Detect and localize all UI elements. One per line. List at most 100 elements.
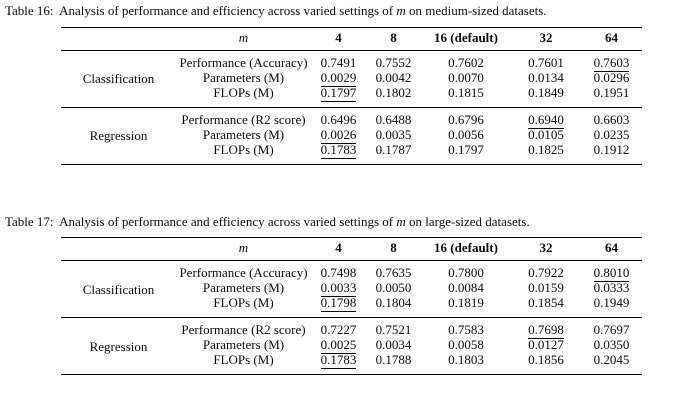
value-cell: 0.0070	[421, 70, 511, 85]
value: 0.0296	[593, 69, 630, 85]
value-cell: 0.7498	[311, 261, 366, 280]
value: 0.6496	[320, 111, 357, 127]
value-cell: 0.7521	[366, 318, 421, 337]
value-cell: 0.0235	[581, 127, 642, 142]
value-cell: 0.1949	[581, 295, 642, 318]
value: 0.1825	[528, 141, 564, 157]
value-cell: 0.1788	[366, 352, 421, 375]
value-cell: 0.7635	[366, 261, 421, 280]
table-row: FLOPs (M) 0.1783 0.1788 0.1803 0.1856 0.2045	[61, 352, 642, 375]
value-cell: 0.1803	[421, 352, 511, 375]
value-cell: 0.1856	[511, 352, 581, 375]
value: 0.7601	[528, 54, 564, 70]
group-label: Regression	[89, 338, 148, 354]
underlined-value: 0.1783	[320, 141, 357, 159]
metric-label: Performance (Accuracy)	[179, 54, 308, 70]
header-col: 4	[335, 240, 342, 255]
value-cell: 0.7698	[511, 318, 581, 339]
value: 0.1797	[448, 141, 484, 157]
value-cell: 0.0042	[366, 70, 421, 85]
value-cell: 0.1912	[581, 142, 642, 165]
metric-label: Parameters (M)	[202, 126, 285, 142]
value: 0.1819	[448, 295, 484, 310]
value: 0.2045	[593, 352, 630, 367]
metric-label: Performance (R2 score)	[181, 322, 306, 337]
group-label: Classification	[82, 281, 155, 297]
value-cell: 0.6496	[311, 107, 366, 127]
value-cell: 0.1797	[421, 142, 511, 165]
value-cell: 0.0029	[311, 69, 366, 87]
value-cell: 0.7552	[366, 50, 421, 70]
value-cell: 0.1798	[311, 295, 366, 318]
value: 0.7635	[375, 265, 412, 280]
value-cell: 0.1804	[366, 295, 421, 318]
value-cell: 0.0105	[511, 127, 581, 142]
metric-label: Performance (Accuracy)	[179, 265, 308, 280]
header-math-var-m: m	[238, 29, 249, 45]
value-cell: 0.1849	[511, 85, 581, 108]
value: 0.7922	[528, 265, 564, 280]
metric-label: Parameters (M)	[202, 337, 285, 352]
value-cell: 0.0033	[311, 280, 366, 297]
underlined-value: 0.1797	[320, 84, 357, 102]
caption-label: Table 16:	[5, 3, 54, 18]
table-caption: Table 16: Analysis of performance and ef…	[5, 3, 673, 19]
value: 0.0134	[528, 69, 564, 85]
caption-math-var-m: m	[396, 213, 406, 229]
value-cell: 0.0350	[581, 337, 642, 352]
metric-label: FLOPs (M)	[213, 295, 274, 310]
value-cell: 0.7922	[511, 261, 581, 280]
value-cell: 0.0134	[511, 70, 581, 85]
metric-label: FLOPs (M)	[213, 352, 274, 367]
value: 0.1856	[528, 352, 564, 367]
value-cell: 0.7583	[421, 318, 511, 337]
value-cell: 0.0034	[366, 337, 421, 352]
metric-label: FLOPs (M)	[213, 84, 274, 100]
table-block: Table 16: Analysis of performance and ef…	[5, 3, 673, 165]
value-cell: 0.1854	[511, 295, 581, 318]
value: 0.1951	[593, 84, 630, 100]
value-cell: 0.0025	[311, 337, 366, 354]
value: 0.7552	[375, 54, 412, 70]
value: 0.0050	[375, 280, 412, 295]
header-col: 32	[539, 240, 553, 255]
value-cell: 0.7491	[311, 50, 366, 70]
value: 0.0105	[528, 126, 564, 142]
table-row: Classification Performance (Accuracy) 0.74…	[61, 261, 642, 297]
value: 0.0127	[528, 337, 564, 352]
underlined-value: 0.1783	[320, 352, 357, 369]
underlined-value: 0.0025	[320, 337, 357, 354]
value-cell: 0.2045	[581, 352, 642, 375]
value-cell: 0.6940	[511, 107, 581, 129]
value-cell: 0.1819	[421, 295, 511, 318]
value: 0.1803	[448, 352, 484, 367]
value-cell: 0.1802	[366, 85, 421, 108]
value-cell: 0.0159	[511, 280, 581, 295]
value-cell: 0.0333	[581, 280, 642, 295]
header-math-var-m: m	[238, 240, 249, 255]
value-cell: 0.7601	[511, 50, 581, 70]
header-col: 32	[539, 29, 553, 45]
value-cell: 0.0127	[511, 337, 581, 352]
header-row: m 4 8 16 (default) 32 64	[61, 27, 642, 50]
value-cell: 0.7602	[421, 50, 511, 70]
value-cell: 0.1783	[311, 141, 366, 165]
header-col: 64	[605, 240, 618, 255]
table-row: Parameters (M) 0.0033 0.0050 0.0084 0.0159 0.…	[61, 280, 642, 297]
value-cell: 0.0035	[366, 127, 421, 142]
value: 0.7602	[448, 54, 484, 70]
value: 0.6796	[448, 111, 484, 127]
value-cell: 0.6488	[366, 107, 421, 127]
caption-math-var-m: m	[396, 3, 406, 18]
value: 0.7491	[320, 54, 357, 70]
value-cell: 0.1815	[421, 85, 511, 108]
value-cell: 0.0058	[421, 337, 511, 352]
value: 0.7800	[448, 265, 484, 280]
table-header: m 4 8 16 (default) 32 64	[61, 27, 642, 50]
group-label: Classification	[82, 71, 155, 86]
value: 0.0159	[528, 280, 564, 295]
caption-text-pre: Analysis of performance and efficiency a…	[56, 3, 397, 18]
value-cell: 0.1825	[511, 142, 581, 165]
value: 0.0235	[593, 126, 630, 142]
value-cell: 0.6603	[581, 107, 642, 127]
